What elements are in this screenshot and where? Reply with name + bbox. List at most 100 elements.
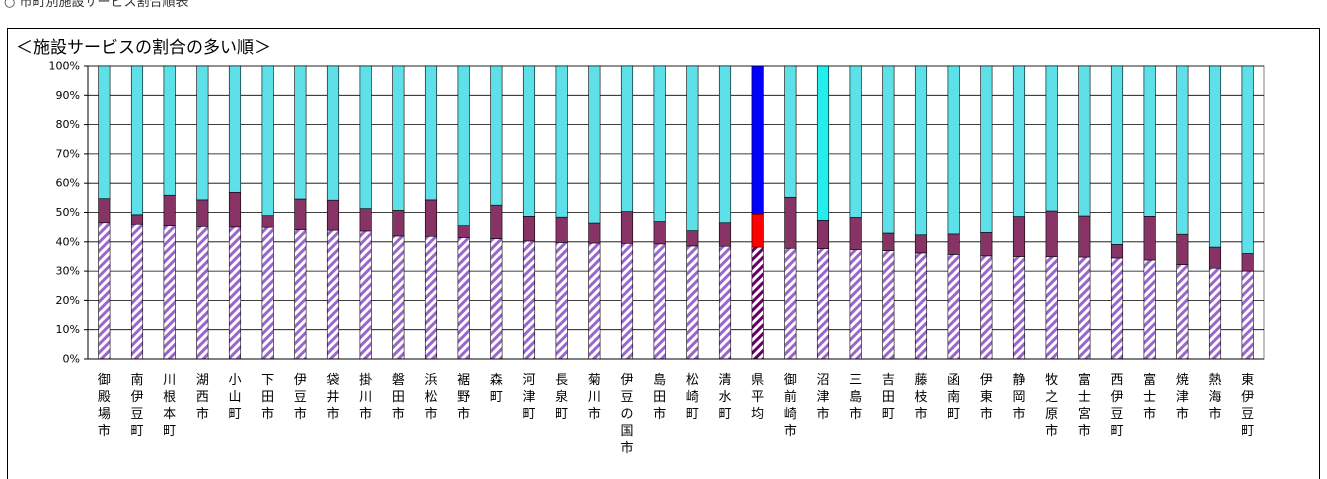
x-category-label: 豆 [130, 407, 143, 422]
bar-segment-middle [1143, 216, 1156, 261]
x-category-label: 市 [620, 440, 633, 456]
x-category-label: 市 [1045, 423, 1058, 439]
bar-segment-middle [947, 233, 960, 255]
x-category-label: 市 [588, 406, 601, 422]
x-category-label: 市 [457, 406, 470, 422]
axes [84, 65, 1264, 360]
x-category-label: 伊 [1241, 390, 1254, 405]
bar-segment-top [849, 65, 862, 218]
bar-segment-hatched [457, 237, 470, 360]
bar-segment-hatched [784, 247, 797, 360]
x-category-label: 市 [784, 423, 797, 439]
x-category-label: 御 [98, 373, 111, 388]
x-category-label: 津 [522, 390, 535, 405]
bar-segment-hatched [1110, 257, 1124, 360]
x-category-label: 南 [130, 372, 143, 388]
x-category-label: 田 [261, 390, 274, 405]
x-category-label: 泉 [555, 389, 568, 405]
x-category-label: 田 [882, 390, 895, 405]
bar-segment-top [980, 65, 993, 233]
bar-segment-hatched [849, 249, 862, 360]
bar-segment-top [718, 65, 732, 224]
x-category-label: 場 [98, 407, 111, 422]
x-category-label: 市 [914, 406, 927, 422]
y-tick-label: 90% [56, 89, 80, 102]
y-tick-label: 60% [56, 177, 80, 190]
x-category-label: 殿 [98, 390, 111, 405]
x-category-label: 小 [228, 373, 241, 388]
x-category-label: 市 [392, 406, 405, 422]
bar-segment-hatched [522, 240, 536, 360]
bar-segment-hatched [98, 222, 111, 360]
bars [98, 65, 1254, 360]
bar-segment-hatched [326, 229, 340, 360]
x-category-label: 島 [849, 390, 862, 405]
x-category-label: 前 [784, 389, 797, 405]
x-category-label: 枝 [914, 390, 927, 405]
x-category-label: 三 [849, 373, 862, 388]
bar-segment-middle [130, 214, 144, 225]
bar-segment-top [1143, 65, 1156, 217]
bar-segment-middle [359, 208, 372, 232]
x-category-label: 河 [522, 373, 535, 388]
x-category-label: 伊 [294, 373, 307, 388]
x-category-label: 市 [424, 406, 437, 422]
bar-segment-middle [914, 234, 928, 254]
x-category-label: 市 [1143, 406, 1156, 422]
bar-segment-hatched [359, 230, 372, 360]
bar-segment-hatched [1045, 256, 1058, 360]
bar-segment-hatched [555, 242, 568, 360]
x-category-label: 磐 [392, 373, 405, 388]
x-category-label: 市 [326, 406, 339, 422]
bar-segment-middle [490, 204, 503, 239]
y-tick-label: 20% [56, 294, 80, 307]
bar-segment-hatched [490, 238, 503, 360]
x-category-label: 市 [98, 423, 111, 439]
x-category-label: 松 [686, 373, 699, 388]
x-category-label: 山 [228, 390, 241, 405]
x-category-label: 市 [1176, 406, 1189, 422]
bar-segment-hatched [686, 245, 699, 360]
x-category-label: 市 [1012, 406, 1025, 422]
bar-segment-top [1045, 65, 1058, 212]
bar-segment-hatched [882, 250, 895, 360]
x-category-label: 清 [718, 373, 731, 388]
gridlines [87, 65, 1265, 360]
bar-segment-hatched [392, 235, 405, 360]
x-category-label: 町 [1110, 424, 1123, 439]
x-category-label: 川 [359, 390, 372, 405]
bar-segment-hatched [130, 223, 144, 360]
x-category-label: 焼 [1176, 373, 1189, 388]
bar-segment-middle [718, 222, 732, 247]
x-category-label: 伊 [620, 373, 633, 388]
bar-segment-hatched [653, 243, 666, 360]
bar-segment-top [1176, 65, 1189, 235]
bar-segment-top [882, 65, 895, 234]
bar-segment-top [751, 65, 764, 215]
bar-segment-hatched [947, 254, 960, 360]
bar-segment-middle [1078, 215, 1091, 258]
x-category-label: 豆 [294, 390, 307, 405]
bar-segment-top [98, 65, 111, 200]
bar-segment-hatched [1012, 256, 1026, 360]
x-category-label: 本 [163, 407, 176, 422]
bar-segment-middle [1045, 210, 1058, 258]
x-category-label: 市 [261, 406, 274, 422]
x-category-label: 川 [163, 373, 176, 388]
x-category-label: 士 [1143, 390, 1156, 405]
x-category-label: 田 [653, 390, 666, 405]
bar-segment-middle [1208, 246, 1222, 269]
x-category-label: 田 [392, 390, 405, 405]
bar-segment-middle [326, 199, 340, 231]
bar-segment-middle [196, 199, 209, 227]
x-category-label: 下 [261, 373, 274, 388]
x-category-label: 伊 [1110, 390, 1123, 405]
x-category-label: 市 [653, 406, 666, 422]
bar-segment-hatched [228, 226, 242, 360]
x-category-label: 海 [1208, 390, 1221, 405]
bar-segment-middle [522, 216, 536, 242]
bar-segment-top [294, 65, 307, 200]
bar-segment-hatched [751, 246, 764, 360]
bar-segment-hatched [1143, 259, 1156, 360]
x-category-label: 富 [1143, 372, 1156, 388]
